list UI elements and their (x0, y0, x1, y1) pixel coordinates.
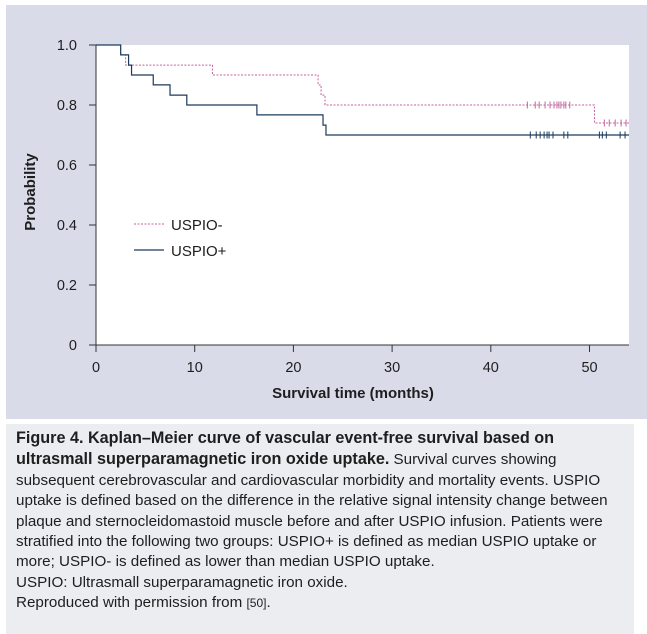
caption-reproduced: Reproduced with permission from (16, 594, 247, 612)
x-axis-label: Survival time (months) (272, 385, 434, 402)
figure-caption: Figure 4. Kaplan–Meier curve of vascular… (6, 424, 634, 634)
y-tick-label: 1.0 (57, 38, 77, 54)
caption-reference: [50] (246, 596, 267, 611)
series-line-uspio-pos (96, 44, 629, 136)
x-tick-label: 30 (384, 360, 400, 376)
y-tick-label: 0.4 (57, 218, 77, 234)
series-layer (96, 44, 629, 139)
x-tick-label: 0 (92, 360, 100, 376)
y-tick-label: 0.6 (57, 158, 77, 174)
y-axis-label: Probability (22, 153, 39, 231)
y-tick-label: 0.8 (57, 98, 77, 114)
kaplan-meier-chart: 0 0.2 0.4 0.6 0.8 1.0 0 10 20 30 40 50 USPIO- USPIO… (22, 38, 629, 402)
caption-body: Survival curves showing subsequent cereb… (16, 451, 608, 571)
caption-period: . (266, 594, 271, 612)
legend-label-uspio-pos: USPIO+ (171, 243, 227, 260)
legend-label-uspio-neg: USPIO- (171, 217, 223, 234)
y-tick-label: 0.2 (57, 278, 77, 294)
axes: 0 0.2 0.4 0.6 0.8 1.0 0 10 20 30 40 50 (57, 38, 629, 376)
legend: USPIO- USPIO+ (134, 217, 227, 260)
series-line-uspio-neg (96, 44, 629, 124)
caption-title: Figure 4. Kaplan–Meier curve of vascular… (16, 429, 554, 469)
x-tick-label: 50 (581, 360, 597, 376)
caption-abbreviation: USPIO: Ultrasmall superparamagnetic iron… (16, 573, 348, 591)
x-tick-label: 20 (285, 360, 301, 376)
x-tick-label: 40 (483, 360, 499, 376)
x-tick-label: 10 (187, 360, 203, 376)
plot-area (96, 45, 629, 345)
y-tick-label: 0 (69, 338, 77, 354)
